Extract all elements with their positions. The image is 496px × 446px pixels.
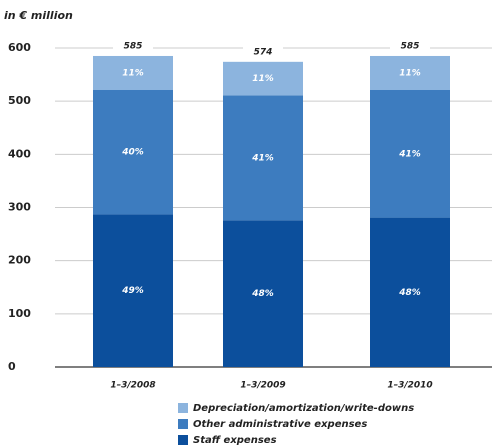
segment-label: 48% xyxy=(251,289,274,299)
y-tick-label: 400 xyxy=(8,147,31,160)
y-tick-label: 100 xyxy=(8,307,31,320)
segment-label: 11% xyxy=(122,68,144,78)
bar-segment xyxy=(223,95,303,221)
x-tick-label: 1–3/2009 xyxy=(240,381,285,391)
total-label: 585 xyxy=(124,41,143,51)
y-axis-label: in € million xyxy=(4,9,73,22)
x-tick-label: 1–3/2010 xyxy=(387,381,432,391)
segment-label: 48% xyxy=(398,288,421,298)
x-tick-label: 1–3/2008 xyxy=(110,381,155,391)
bar-segment xyxy=(93,214,173,367)
segment-label: 41% xyxy=(398,149,421,159)
bar-segment xyxy=(223,220,303,367)
segment-label: 11% xyxy=(252,74,274,84)
bar-segment xyxy=(370,217,450,367)
legend-label: Depreciation/amortization/write-downs xyxy=(193,403,414,414)
total-label-bg xyxy=(113,38,153,53)
y-tick-label: 600 xyxy=(8,41,31,54)
bar-segment xyxy=(370,90,450,218)
legend-swatch xyxy=(178,403,188,413)
total-label-bg xyxy=(243,44,283,59)
segment-label: 11% xyxy=(399,68,421,78)
legend-label: Other administrative expenses xyxy=(193,419,367,430)
legend-swatch xyxy=(178,419,188,429)
y-tick-label: 200 xyxy=(8,254,31,267)
total-label-bg xyxy=(390,38,430,53)
y-tick-label: 500 xyxy=(8,94,31,107)
segment-label: 40% xyxy=(121,148,144,158)
bar-segment xyxy=(223,61,303,96)
legend-swatch xyxy=(178,435,188,445)
segment-label: 41% xyxy=(251,153,274,163)
bar-segment xyxy=(93,55,173,91)
bar-segment xyxy=(93,90,173,215)
total-label: 574 xyxy=(254,47,273,57)
y-tick-label: 0 xyxy=(8,360,16,373)
segment-label: 49% xyxy=(121,286,144,296)
legend-label: Staff expenses xyxy=(193,435,277,446)
bar-segment xyxy=(370,55,450,91)
y-tick-label: 300 xyxy=(8,201,31,214)
total-label: 585 xyxy=(401,41,420,51)
